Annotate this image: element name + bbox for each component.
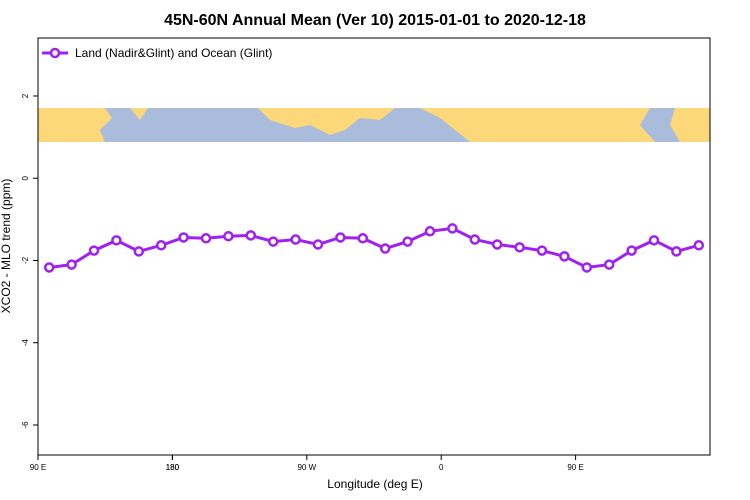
point bbox=[66, 259, 77, 270]
point bbox=[469, 234, 481, 245]
point bbox=[379, 243, 391, 254]
x-tick-label: 90 E bbox=[30, 463, 46, 472]
point bbox=[693, 240, 705, 251]
point bbox=[447, 223, 458, 234]
point bbox=[559, 251, 570, 262]
y-tick-label: 2 bbox=[21, 93, 30, 98]
series-line bbox=[49, 226, 700, 270]
point bbox=[536, 245, 548, 256]
x-tick-label: 0 bbox=[439, 463, 444, 472]
point bbox=[200, 233, 212, 244]
chart-title: 45N-60N Annual Mean (Ver 10) 2015-01-01 … bbox=[164, 12, 586, 29]
point bbox=[133, 246, 145, 257]
point bbox=[424, 226, 436, 237]
y-tick-label: -2 bbox=[21, 256, 30, 264]
point bbox=[312, 239, 324, 250]
point bbox=[290, 234, 301, 245]
legend-label: Land (Nadir&Glint) and Ocean (Glint) bbox=[75, 46, 272, 60]
point bbox=[155, 240, 167, 251]
x-tick-label: 90 E bbox=[567, 463, 583, 472]
point bbox=[43, 262, 55, 273]
point bbox=[514, 242, 525, 253]
x-tick-label: 90 W bbox=[297, 463, 316, 472]
x-tick-label: 180 bbox=[166, 463, 180, 472]
x-tick-label: 180 bbox=[166, 463, 180, 472]
point bbox=[357, 233, 369, 244]
point bbox=[648, 235, 660, 246]
point bbox=[603, 259, 615, 270]
y-tick-label: -4 bbox=[21, 339, 30, 347]
point bbox=[671, 246, 682, 257]
y-axis-label: XCO2 - MLO trend (ppm) bbox=[0, 179, 13, 314]
x-axis-label: Longitude (deg E) bbox=[327, 477, 422, 491]
point bbox=[267, 236, 279, 247]
point bbox=[491, 239, 503, 250]
point bbox=[626, 245, 637, 256]
point bbox=[335, 232, 346, 243]
map-band bbox=[38, 108, 710, 142]
plot-frame bbox=[37, 37, 711, 456]
y-tick-label: -6 bbox=[21, 421, 30, 429]
y-tick-label: 0 bbox=[21, 175, 30, 180]
point bbox=[88, 245, 100, 256]
point bbox=[402, 236, 413, 247]
point bbox=[245, 230, 257, 241]
legend-marker bbox=[49, 47, 61, 59]
point bbox=[111, 235, 122, 246]
point bbox=[581, 262, 593, 273]
point bbox=[223, 230, 234, 242]
point bbox=[178, 232, 189, 243]
